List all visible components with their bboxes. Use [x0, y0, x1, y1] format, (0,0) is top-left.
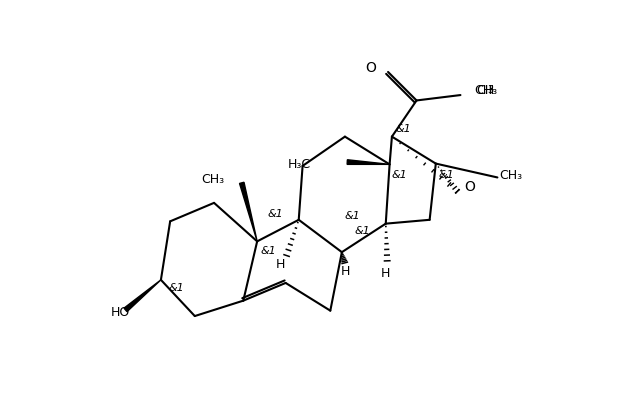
Text: O: O: [365, 61, 376, 75]
Text: CH₃: CH₃: [499, 169, 522, 181]
Text: &1: &1: [395, 124, 411, 134]
Text: CH: CH: [476, 84, 494, 97]
Polygon shape: [239, 182, 257, 242]
Text: CH₃: CH₃: [474, 84, 497, 97]
Text: &1: &1: [268, 210, 284, 219]
Text: &1: &1: [355, 226, 371, 236]
Text: H₃C: H₃C: [288, 158, 311, 171]
Polygon shape: [347, 160, 390, 164]
Text: &1: &1: [438, 170, 454, 180]
Text: HO: HO: [111, 306, 130, 319]
Text: CH₃: CH₃: [201, 173, 224, 186]
Text: 3: 3: [488, 85, 493, 95]
Text: O: O: [464, 180, 475, 194]
Text: H: H: [340, 265, 349, 278]
Text: H: H: [276, 258, 285, 271]
Text: &1: &1: [168, 283, 184, 293]
Text: &1: &1: [345, 211, 361, 221]
Text: &1: &1: [392, 170, 408, 180]
Polygon shape: [124, 280, 161, 312]
Text: H: H: [381, 267, 390, 280]
Text: &1: &1: [260, 246, 276, 256]
